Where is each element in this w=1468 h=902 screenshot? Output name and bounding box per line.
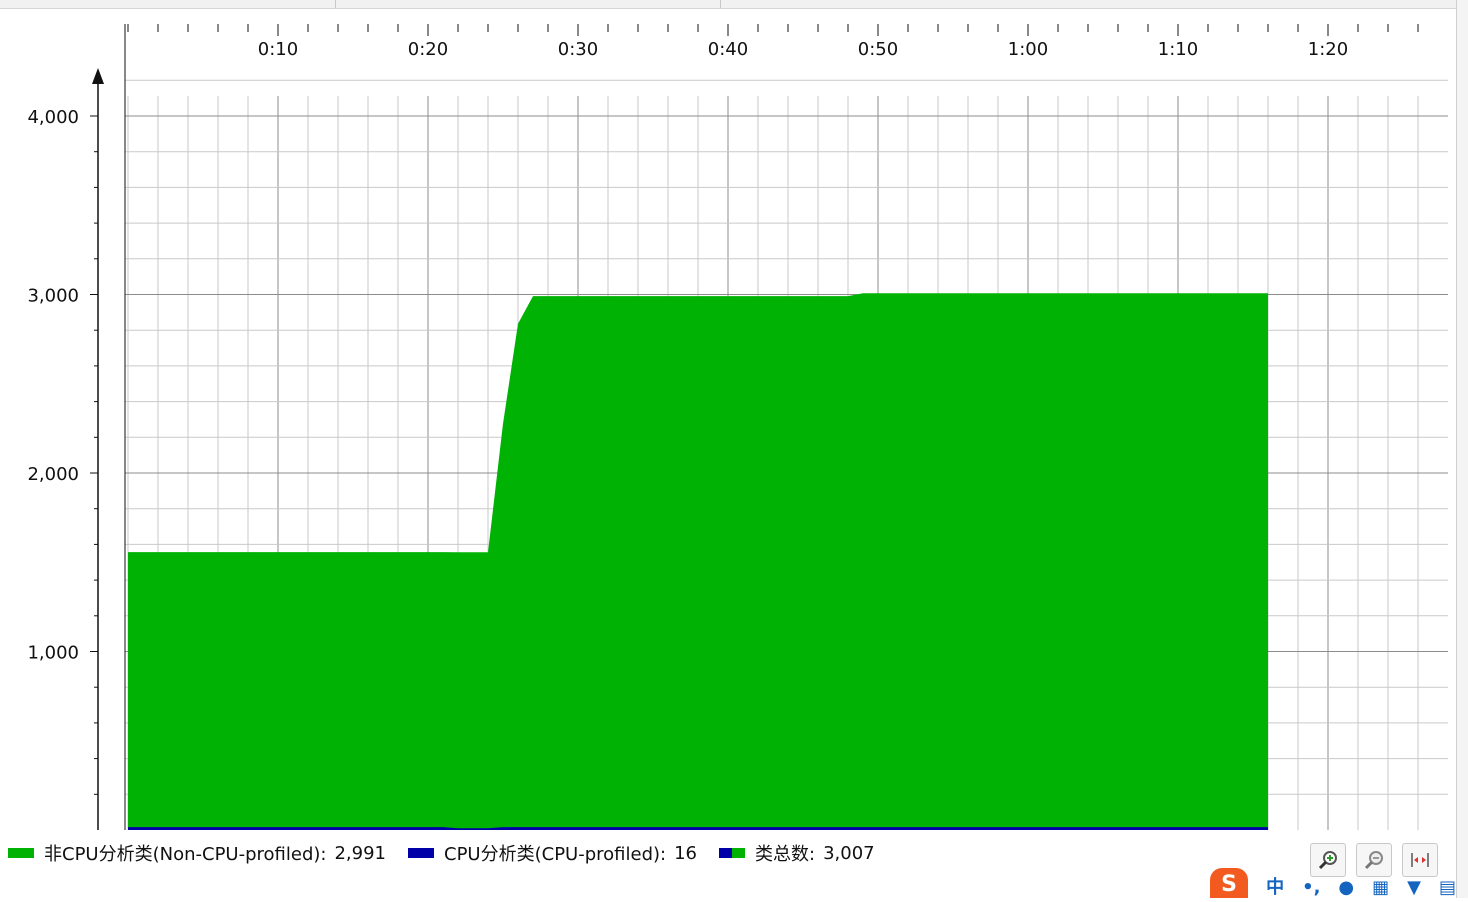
tab-separator xyxy=(720,0,721,8)
legend-label-total: 类总数: xyxy=(755,844,816,865)
x-tick-label: 1:00 xyxy=(1008,39,1048,60)
legend-value-total: 3,007 xyxy=(823,842,875,864)
punctuation-icon[interactable]: •, xyxy=(1302,877,1321,898)
y-tick-label: 1,000 xyxy=(27,643,79,664)
sogou-ime-icon[interactable]: S xyxy=(1210,868,1249,898)
x-tick-labels: 0:10 0:20 0:30 0:40 0:50 1:00 1:10 1:20 xyxy=(258,39,1348,60)
toolbox-icon[interactable]: ▤ xyxy=(1438,877,1456,898)
x-tick-label: 1:20 xyxy=(1308,39,1348,60)
y-tick-label: 2,000 xyxy=(27,464,79,485)
legend-label-cpu: CPU分析类(CPU-profiled): xyxy=(444,844,667,865)
fit-width-icon xyxy=(1411,853,1429,867)
y-axis-arrow xyxy=(92,68,104,84)
legend-swatch-non-cpu xyxy=(8,848,34,858)
fit-width-button[interactable] xyxy=(1402,843,1438,877)
x-tick-label: 1:10 xyxy=(1158,39,1198,60)
zoom-out-icon xyxy=(1364,851,1383,870)
legend-swatch-total xyxy=(719,848,745,858)
y-tick-labels: 1,000 2,000 3,000 4,000 xyxy=(27,107,79,664)
legend-item-cpu: CPU分析类(CPU-profiled): 16 xyxy=(408,840,697,866)
keyboard-icon[interactable]: ▦ xyxy=(1372,877,1390,898)
microphone-icon[interactable]: ● xyxy=(1338,877,1355,898)
legend-item-non-cpu: 非CPU分析类(Non-CPU-profiled): 2,991 xyxy=(8,840,386,866)
zoom-toolbar xyxy=(1310,843,1448,877)
x-tick-label: 0:20 xyxy=(408,39,448,60)
legend-label-non-cpu: 非CPU分析类(Non-CPU-profiled): xyxy=(44,844,327,865)
zoom-out-button[interactable] xyxy=(1356,843,1392,877)
chart-areas xyxy=(128,293,1268,830)
system-tray: S 中 •, ● ▦ ▼ ▤ xyxy=(1210,868,1456,898)
y-tick-label: 4,000 xyxy=(27,107,79,128)
area-non-cpu-profiled xyxy=(128,293,1268,830)
x-tick-label: 0:30 xyxy=(558,39,598,60)
x-tick-label: 0:50 xyxy=(858,39,898,60)
top-tab-strip xyxy=(0,0,1468,9)
area-cpu-profiled xyxy=(128,827,1268,830)
zoom-in-icon xyxy=(1318,851,1337,870)
zoom-in-button[interactable] xyxy=(1310,843,1346,877)
legend-value-non-cpu: 2,991 xyxy=(334,842,386,864)
legend-item-total: 类总数: 3,007 xyxy=(719,840,875,866)
ime-mode-indicator[interactable]: 中 xyxy=(1266,877,1285,898)
class-count-chart: 0:10 0:20 0:30 0:40 0:50 1:00 1:10 1:20 1,000 2,… xyxy=(27,24,1448,830)
legend-value-cpu: 16 xyxy=(674,842,697,864)
x-tick-label: 0:40 xyxy=(708,39,748,60)
legend-swatch-cpu xyxy=(408,848,434,858)
skin-shirt-icon[interactable]: ▼ xyxy=(1407,877,1421,898)
tab-separator xyxy=(335,0,336,8)
x-tick-label: 0:10 xyxy=(258,39,298,60)
chart-legend: 非CPU分析类(Non-CPU-profiled): 2,991 CPU分析类(… xyxy=(8,840,897,866)
right-edge-panel xyxy=(1456,0,1468,898)
chart-axes xyxy=(90,24,1419,830)
y-tick-label: 3,000 xyxy=(27,286,79,307)
